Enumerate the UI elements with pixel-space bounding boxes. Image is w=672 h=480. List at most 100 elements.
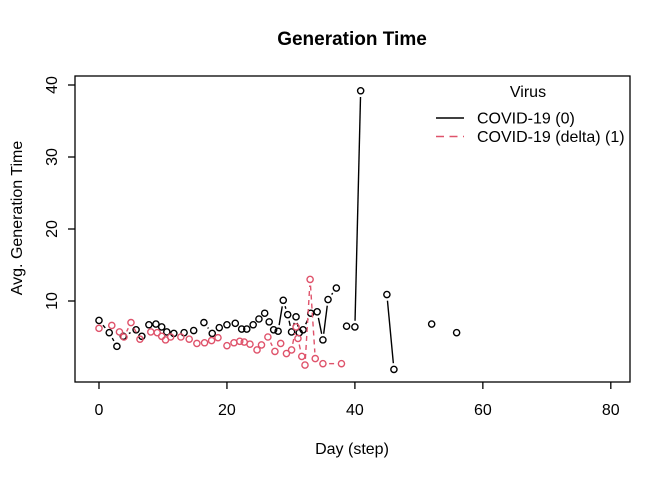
data-point-marker xyxy=(301,361,309,369)
series-segment xyxy=(322,305,328,334)
data-point-marker xyxy=(383,290,391,299)
x-axis-label: Day (step) xyxy=(315,441,389,458)
data-point-marker xyxy=(264,333,272,341)
data-point-marker xyxy=(200,318,208,327)
x-tick-label: 0 xyxy=(95,402,104,419)
series-segment xyxy=(284,305,287,309)
data-point-marker xyxy=(147,328,155,336)
series-segment xyxy=(278,306,283,326)
data-point-marker xyxy=(342,322,351,331)
data-point-marker xyxy=(157,332,166,341)
data-point-marker xyxy=(120,333,128,341)
data-point-marker xyxy=(136,335,144,343)
data-point-marker xyxy=(215,323,224,332)
series-segment xyxy=(111,337,115,342)
data-point-marker xyxy=(127,318,135,327)
data-point-marker xyxy=(177,333,185,341)
data-point-marker xyxy=(246,340,254,349)
x-tick-label: 40 xyxy=(346,402,364,419)
data-point-marker xyxy=(324,295,332,304)
y-tick-label: 20 xyxy=(44,220,61,238)
series-segment xyxy=(298,344,302,351)
series-segment xyxy=(126,327,129,332)
data-point-marker xyxy=(223,341,231,350)
data-point-marker xyxy=(306,275,314,284)
series-segment xyxy=(304,285,311,359)
chart-title: Generation Time xyxy=(277,29,427,50)
data-point-marker xyxy=(287,346,296,354)
data-point-marker xyxy=(189,326,198,335)
y-axis-label: Avg. Generation Time xyxy=(9,141,26,296)
data-point-marker xyxy=(319,359,327,368)
series-segment xyxy=(207,327,210,329)
series-segment xyxy=(288,320,291,327)
legend: Virus COVID-19 (0) COVID-19 (delta) (1) xyxy=(436,84,625,146)
data-point-marker xyxy=(260,309,269,318)
data-point-marker xyxy=(214,333,222,342)
legend-label-covid19: COVID-19 (0) xyxy=(477,111,575,128)
series-1 xyxy=(95,275,346,369)
data-point-marker xyxy=(223,320,231,329)
series-segment xyxy=(269,342,273,347)
data-point-marker xyxy=(287,328,296,336)
data-point-marker xyxy=(319,336,327,344)
x-axis: 0 20 40 60 80 xyxy=(95,382,620,419)
data-series xyxy=(95,86,461,374)
data-point-marker xyxy=(282,349,291,358)
data-point-marker xyxy=(356,86,365,95)
data-point-marker xyxy=(337,359,346,368)
data-point-marker xyxy=(231,319,240,328)
data-point-marker xyxy=(113,342,121,351)
series-segment xyxy=(317,317,323,334)
data-point-marker xyxy=(292,313,300,321)
data-point-marker xyxy=(427,320,436,328)
series-segment xyxy=(133,327,138,335)
series-segment xyxy=(386,300,395,364)
series-segment xyxy=(331,292,334,295)
data-point-marker xyxy=(253,346,261,354)
data-point-marker xyxy=(193,339,201,348)
data-point-marker xyxy=(332,284,341,292)
data-point-marker xyxy=(145,320,153,329)
series-segment xyxy=(309,285,316,353)
data-point-marker xyxy=(292,323,300,331)
series-segment xyxy=(128,331,131,335)
data-point-marker xyxy=(105,328,114,337)
data-point-marker xyxy=(242,325,251,333)
y-axis: 10 20 30 40 xyxy=(44,76,75,310)
data-point-marker xyxy=(237,325,246,333)
data-point-marker xyxy=(255,315,263,323)
data-point-marker xyxy=(279,296,288,305)
x-tick-label: 60 xyxy=(474,402,492,419)
data-point-marker xyxy=(269,325,278,334)
data-point-marker xyxy=(207,336,216,345)
data-point-marker xyxy=(180,328,188,337)
data-point-marker xyxy=(311,354,320,363)
series-segment xyxy=(102,324,106,329)
data-point-marker xyxy=(95,324,103,333)
y-tick-label: 10 xyxy=(44,292,61,310)
data-point-marker xyxy=(294,334,302,343)
data-point-marker xyxy=(157,323,166,331)
data-point-marker xyxy=(249,320,257,329)
legend-label-covid19-delta: COVID-19 (delta) (1) xyxy=(477,129,625,146)
y-tick-label: 40 xyxy=(44,76,61,94)
data-point-marker xyxy=(153,328,162,337)
data-point-marker xyxy=(200,338,209,347)
data-point-marker xyxy=(163,328,171,336)
data-point-marker xyxy=(265,318,273,326)
data-point-marker xyxy=(257,341,266,349)
data-point-marker xyxy=(297,352,306,361)
data-point-marker xyxy=(274,327,282,336)
data-point-marker xyxy=(271,347,279,356)
data-point-marker xyxy=(351,323,359,331)
x-tick-label: 80 xyxy=(602,402,620,419)
data-point-marker xyxy=(283,310,292,319)
data-point-marker xyxy=(132,325,140,334)
data-point-marker xyxy=(152,320,160,328)
data-point-marker xyxy=(185,335,193,343)
data-point-marker xyxy=(166,333,175,341)
series-segment xyxy=(292,332,296,345)
